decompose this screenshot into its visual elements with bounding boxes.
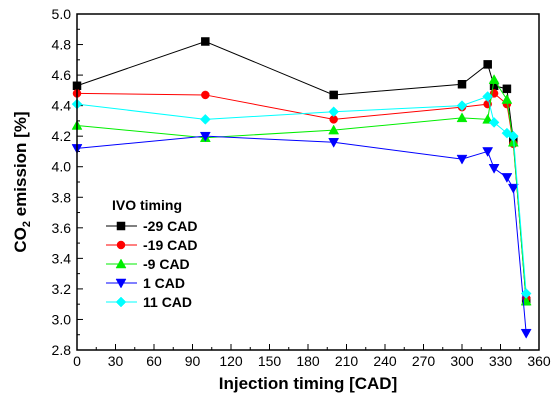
series-1-cad <box>71 131 532 339</box>
legend-items: -29 CAD -19 CAD -9 CAD 1 CAD 11 CAD <box>106 218 197 310</box>
x-tick-label: 150 <box>258 353 282 369</box>
data-point <box>482 147 494 157</box>
legend-item: -9 CAD <box>106 256 190 272</box>
y-axis-title-prefix: CO <box>11 227 30 253</box>
x-tick-label: 180 <box>296 353 320 369</box>
data-point <box>456 154 468 165</box>
legend-marker <box>116 221 126 231</box>
data-point <box>507 183 519 194</box>
y-tick-label: 3.4 <box>52 250 72 266</box>
legend-item: -19 CAD <box>106 237 197 253</box>
legend-item: -29 CAD <box>106 218 197 234</box>
y-axis-title-subscript: 2 <box>21 221 33 227</box>
data-point <box>488 117 500 128</box>
series-layer <box>71 37 532 339</box>
data-point <box>328 106 340 118</box>
x-tick-label: 240 <box>373 353 397 369</box>
y-tick-label: 3.8 <box>52 189 72 205</box>
y-tick-label: 3.2 <box>52 281 72 297</box>
data-point <box>501 173 513 183</box>
data-point <box>501 94 513 104</box>
series--29-cad <box>72 37 531 306</box>
y-tick-label: 5.0 <box>52 6 72 22</box>
data-point <box>520 288 532 299</box>
y-axis-title: CO2 emission [%] <box>11 111 33 252</box>
data-point <box>199 131 211 142</box>
y-tick-label: 2.8 <box>52 342 72 358</box>
legend-marker <box>115 296 127 308</box>
legend-marker <box>115 278 127 289</box>
data-point <box>456 100 468 111</box>
data-point <box>507 130 519 142</box>
data-point <box>199 114 211 125</box>
y-tick-label: 3.6 <box>52 220 72 236</box>
y-tick-label: 3.0 <box>52 311 72 327</box>
x-axis-title: Injection timing [CAD] <box>219 374 397 393</box>
x-tick-label: 0 <box>73 353 81 369</box>
data-point <box>488 164 500 174</box>
data-point <box>328 138 340 148</box>
data-point <box>482 91 494 102</box>
data-point <box>201 90 210 100</box>
data-point <box>457 80 467 89</box>
y-tick-label: 4.4 <box>52 98 72 114</box>
x-tick-label: 360 <box>527 353 551 369</box>
data-point <box>520 328 532 339</box>
x-tick-label: 210 <box>335 353 359 369</box>
x-tick-label: 90 <box>185 353 201 369</box>
y-tick-label: 4.2 <box>52 128 72 144</box>
data-point <box>328 124 340 135</box>
plot-frame <box>76 13 540 351</box>
legend-item: 11 CAD <box>106 294 192 310</box>
data-point <box>502 84 512 94</box>
legend-label: -29 CAD <box>143 218 197 234</box>
y-tick-label: 4.8 <box>52 37 72 53</box>
x-tick-label: 300 <box>450 353 474 369</box>
data-point <box>483 60 492 69</box>
y-tick-label: 4.0 <box>52 159 72 175</box>
series-11-cad <box>71 91 532 299</box>
data-point <box>488 74 500 84</box>
x-axis-ticks: 0 30 60 90 120 150 180 210 240 270 300 330 360 <box>73 344 551 369</box>
legend-marker <box>116 240 126 250</box>
data-point <box>456 112 468 123</box>
y-axis-ticks: 2.8 3.0 3.2 3.4 3.6 3.8 4.0 4.2 4.4 4.6 4.8 5.0 <box>52 6 83 358</box>
x-tick-label: 330 <box>489 353 513 369</box>
legend-item: 1 CAD <box>106 275 185 291</box>
x-tick-label: 120 <box>219 353 243 369</box>
y-axis-title-suffix: emission [%] <box>11 111 30 221</box>
data-point <box>201 37 210 46</box>
legend-marker <box>115 258 127 269</box>
y-tick-label: 4.6 <box>52 67 72 83</box>
legend-label: 1 CAD <box>143 275 185 291</box>
legend-label: 11 CAD <box>143 294 192 310</box>
legend: IVO timing -29 CAD -19 CAD -9 CAD 1 CAD 11 C… <box>106 197 197 310</box>
x-tick-label: 30 <box>108 353 124 369</box>
legend-label: -9 CAD <box>143 256 190 272</box>
x-tick-label: 60 <box>146 353 162 369</box>
legend-title: IVO timing <box>112 197 182 213</box>
data-point <box>329 90 338 100</box>
legend-label: -19 CAD <box>143 237 197 253</box>
x-tick-label: 270 <box>412 353 436 369</box>
